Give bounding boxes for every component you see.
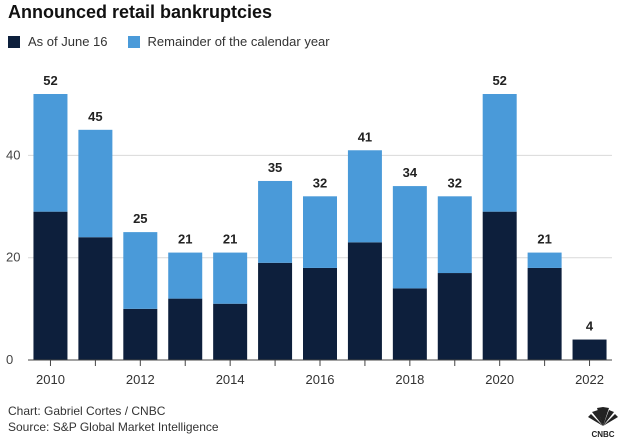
x-tick-label: 2010 <box>36 372 65 387</box>
bar-segment-remainder <box>392 186 427 289</box>
bar-segment-remainder <box>482 94 517 212</box>
bar-segment-as-of <box>33 211 68 360</box>
bar-total-label: 4 <box>586 319 594 334</box>
bar-segment-as-of <box>78 237 113 360</box>
bar-total-label: 21 <box>223 232 237 247</box>
x-tick-label: 2022 <box>575 372 604 387</box>
bar-segment-remainder <box>33 94 68 212</box>
bar-total-label: 21 <box>537 232 551 247</box>
bar-total-label: 25 <box>133 211 147 226</box>
legend-label-remainder: Remainder of the calendar year <box>147 34 330 49</box>
x-tick-label: 2016 <box>306 372 335 387</box>
chart-source: Source: S&P Global Market Intelligence <box>8 420 219 434</box>
bar-total-label: 45 <box>88 109 102 124</box>
bar-segment-remainder <box>123 232 158 309</box>
y-tick-label: 0 <box>6 352 13 367</box>
bar-segment-as-of <box>392 288 427 360</box>
bar-total-label: 32 <box>448 175 462 190</box>
legend: As of June 16 Remainder of the calendar … <box>8 34 350 49</box>
bar-total-label: 34 <box>403 165 418 180</box>
chart-title: Announced retail bankruptcies <box>8 2 273 22</box>
bar-total-label: 41 <box>358 129 372 144</box>
bar-segment-remainder <box>258 180 293 263</box>
legend-item-remainder: Remainder of the calendar year <box>127 34 330 49</box>
bar-total-label: 35 <box>268 160 282 175</box>
bar-segment-as-of <box>123 308 158 360</box>
bar-segment-as-of <box>258 262 293 360</box>
bar-segment-remainder <box>437 196 472 274</box>
bar-segment-remainder <box>347 150 382 243</box>
x-tick-label: 2012 <box>126 372 155 387</box>
bar-segment-as-of <box>168 298 203 360</box>
bar-segment-as-of <box>347 242 382 360</box>
y-tick-label: 20 <box>6 250 20 265</box>
bar-total-label: 32 <box>313 175 327 190</box>
bar-segment-remainder <box>78 129 113 238</box>
legend-swatch-remainder <box>127 35 140 48</box>
bar-segment-remainder <box>303 196 337 268</box>
bar-total-label: 52 <box>492 73 506 88</box>
legend-item-as-of: As of June 16 <box>8 34 108 49</box>
bar-segment-remainder <box>213 252 248 304</box>
cnbc-peacock-logo: CNBC <box>588 407 618 439</box>
x-tick-label: 2018 <box>395 372 424 387</box>
peacock-icon <box>588 407 618 426</box>
svg-text:CNBC: CNBC <box>591 430 614 439</box>
bar-segment-as-of <box>437 273 472 360</box>
bar-segment-as-of <box>482 211 517 360</box>
bar-total-label: 21 <box>178 232 192 247</box>
y-tick-label: 40 <box>6 147 20 162</box>
legend-label-as-of: As of June 16 <box>28 34 108 49</box>
x-tick-label: 2020 <box>485 372 514 387</box>
legend-swatch-as-of <box>8 35 20 48</box>
bar-segment-remainder <box>527 252 562 268</box>
chart-credit: Chart: Gabriel Cortes / CNBC <box>8 404 166 418</box>
bar-segment-as-of <box>527 267 562 360</box>
bar-segment-remainder <box>168 252 203 299</box>
bar-segment-as-of <box>213 303 248 360</box>
x-tick-label: 2014 <box>216 372 245 387</box>
bar-segment-as-of <box>303 267 337 360</box>
bar-total-label: 52 <box>43 73 57 88</box>
bar-segment-as-of <box>572 339 607 360</box>
